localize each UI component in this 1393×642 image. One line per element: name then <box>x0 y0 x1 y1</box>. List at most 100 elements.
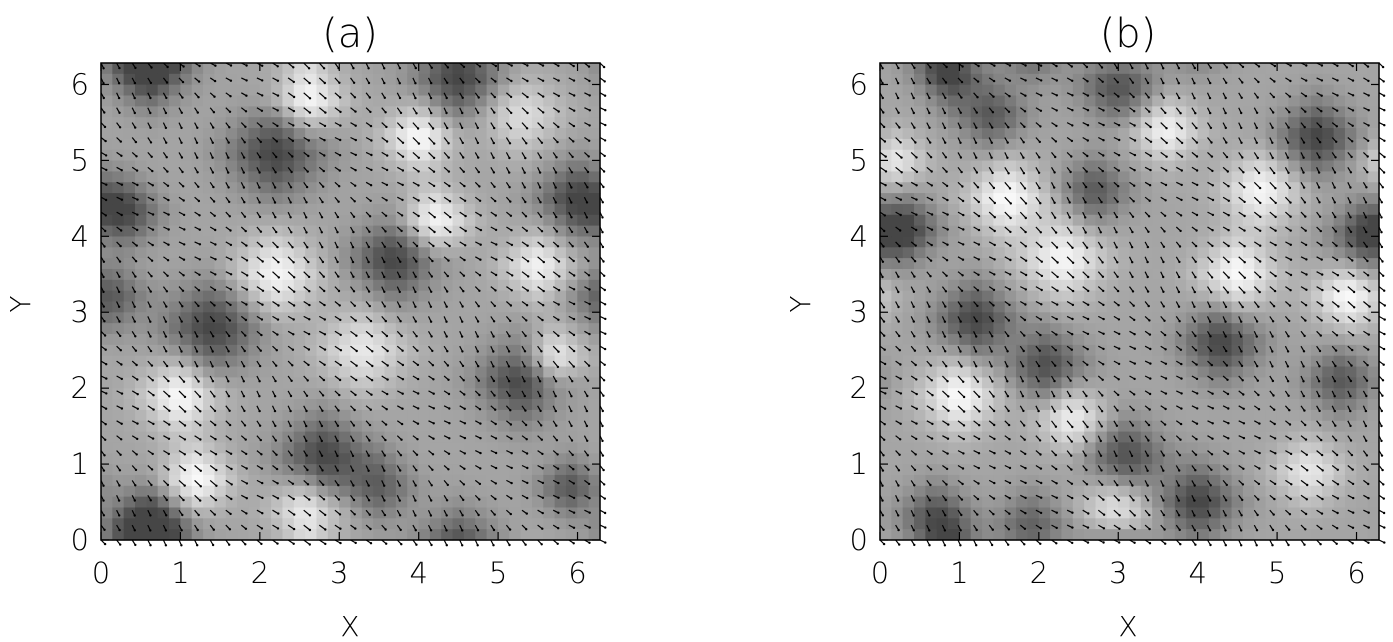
heatmap-cell <box>225 301 238 313</box>
vector-arrow-head <box>292 261 295 264</box>
vector-arrow-head <box>291 139 295 143</box>
y-tick-label: 5 <box>71 143 89 177</box>
heatmap-cell <box>914 171 926 183</box>
heatmap-cell <box>361 279 374 292</box>
heatmap-cell <box>305 236 318 248</box>
vector-arrow-head <box>119 543 122 546</box>
vector-arrow-head <box>479 422 482 425</box>
vector-arrow-head <box>461 320 464 323</box>
heatmap-cell <box>373 106 386 118</box>
heatmap-cell <box>1004 420 1017 433</box>
heatmap-cell <box>902 377 915 389</box>
vector-arrow-head <box>353 96 357 99</box>
heatmap-cell <box>327 182 340 194</box>
vector-arrow-head <box>588 526 591 529</box>
heatmap-cell <box>1016 203 1029 216</box>
heatmap-cell <box>475 485 488 498</box>
vector-arrow-head <box>180 111 183 115</box>
heatmap-cell <box>316 377 329 389</box>
heatmap-cell <box>463 149 476 162</box>
heatmap-cell <box>902 225 915 238</box>
heatmap-cell <box>191 149 204 162</box>
heatmap-cell <box>237 117 250 129</box>
heatmap-cell <box>543 485 556 498</box>
vector-arrow-head <box>181 80 185 84</box>
heatmap-cell <box>327 236 340 248</box>
heatmap-cell <box>936 420 949 433</box>
vector-arrow <box>256 286 264 292</box>
heatmap-cell <box>203 301 216 313</box>
heatmap-cell <box>293 84 306 97</box>
heatmap-cell <box>959 138 972 151</box>
heatmap-cell <box>112 73 125 86</box>
heatmap-cell <box>157 171 170 183</box>
vector-arrow-head <box>245 467 248 470</box>
vector-arrow-head <box>571 380 574 383</box>
heatmap-cell <box>1004 388 1017 400</box>
heatmap-cell <box>214 312 227 324</box>
vector-arrow-head <box>117 499 121 502</box>
heatmap-cell <box>418 507 431 519</box>
vector-arrow-head <box>494 80 497 83</box>
heatmap-cell <box>271 84 284 97</box>
heatmap-cell <box>101 453 113 465</box>
heatmap-cell <box>959 128 972 140</box>
heatmap-cell <box>248 225 261 238</box>
heatmap-cell <box>970 117 983 129</box>
vector-arrow-head <box>494 422 497 426</box>
heatmap-cell <box>282 63 295 75</box>
heatmap-cell <box>970 518 983 530</box>
heatmap-cell <box>214 399 227 411</box>
heatmap-cell <box>112 106 125 118</box>
heatmap-cell <box>1038 420 1051 433</box>
heatmap-cell <box>395 247 408 259</box>
heatmap-cell <box>373 63 386 75</box>
vector-arrow-head <box>307 332 311 336</box>
heatmap-cell <box>180 442 193 454</box>
heatmap-cell <box>237 95 250 107</box>
vector-arrow-head <box>151 379 154 382</box>
heatmap-cell <box>948 529 960 541</box>
heatmap-cell <box>395 431 408 444</box>
vector-arrow-head <box>306 246 309 249</box>
heatmap-cell <box>486 279 499 292</box>
heatmap-cell <box>395 355 408 368</box>
heatmap-cell <box>925 420 938 433</box>
heatmap-cell <box>1050 529 1063 541</box>
vector-arrow-head <box>555 156 558 159</box>
heatmap-cell <box>554 95 567 107</box>
vector-arrow-head <box>243 424 247 427</box>
heatmap-cell <box>350 117 363 129</box>
vector-arrow-head <box>401 407 404 410</box>
heatmap-cell <box>531 312 544 324</box>
heatmap-cell <box>1072 203 1085 216</box>
heatmap-cell <box>225 203 238 216</box>
heatmap-cell <box>350 355 363 368</box>
vector-arrow-head <box>354 169 357 172</box>
heatmap-cell <box>157 128 170 140</box>
heatmap-cell <box>891 182 904 194</box>
heatmap-cell <box>123 518 136 530</box>
heatmap-cell <box>1084 160 1097 173</box>
heatmap-cell <box>936 182 949 194</box>
vector-arrow-head <box>339 333 342 337</box>
heatmap-cell <box>1061 214 1074 227</box>
vector-arrow-head <box>166 184 170 187</box>
heatmap-cell <box>497 312 510 324</box>
heatmap-cell <box>112 529 125 541</box>
vector-arrow-head <box>588 317 591 321</box>
heatmap-cell <box>395 63 408 75</box>
heatmap-cell <box>1084 84 1097 97</box>
vector-arrow-head <box>276 245 279 249</box>
vector-arrow-head <box>383 275 386 279</box>
heatmap-cell <box>463 193 476 205</box>
heatmap-cell <box>384 290 397 303</box>
heatmap-cell <box>248 268 261 281</box>
vector-arrow-head <box>167 198 170 202</box>
heatmap-cell <box>936 128 949 140</box>
heatmap-cell <box>373 464 386 476</box>
heatmap-cell <box>531 171 544 183</box>
heatmap-cell <box>1072 388 1085 400</box>
heatmap-cell <box>588 214 601 227</box>
heatmap-cell <box>101 106 113 118</box>
